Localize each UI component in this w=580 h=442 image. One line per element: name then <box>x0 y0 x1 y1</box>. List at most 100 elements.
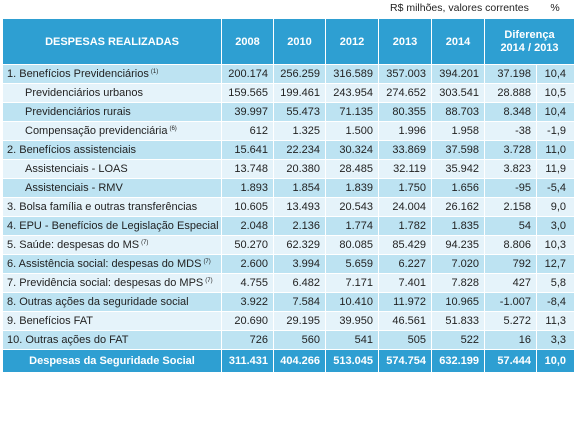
value-cell-2010: 55.473 <box>273 102 326 122</box>
table-row: Assistenciais - RMV 1.893 1.854 1.839 1.750 1… <box>2 178 575 198</box>
value-cell-2014: 1.958 <box>431 121 485 141</box>
value-cell-2010: 20.380 <box>273 159 326 179</box>
value-cell-2014: 7.828 <box>431 273 485 293</box>
value-cell-2008: 4.755 <box>221 273 274 293</box>
total-diff-percent: 10,0 <box>536 349 575 373</box>
diff-percent-cell: 10,4 <box>536 102 575 122</box>
value-cell-2010: 3.994 <box>273 254 326 274</box>
table-row: Previdenciários rurais 39.997 55.473 71.135… <box>2 102 575 122</box>
value-cell-2012: 243.954 <box>325 83 379 103</box>
value-cell-2012: 1.839 <box>325 178 379 198</box>
diff-percent-cell: -1,9 <box>536 121 575 141</box>
value-cell-2012: 7.171 <box>325 273 379 293</box>
value-cell-2010: 22.234 <box>273 140 326 160</box>
percent-label: % <box>550 2 560 14</box>
diff-percent-cell: 5,8 <box>536 273 575 293</box>
value-cell-2008: 10.605 <box>221 197 274 217</box>
value-cell-2012: 30.324 <box>325 140 379 160</box>
value-cell-2012: 20.543 <box>325 197 379 217</box>
diff-value-cell: 37.198 <box>484 64 537 84</box>
total-label: Despesas da Seguridade Social <box>2 349 222 373</box>
header-year-2013: 2013 <box>378 18 432 65</box>
footnote-marker: (6) <box>169 126 177 132</box>
table-row: Assistenciais - LOAS 13.748 20.380 28.485 32… <box>2 159 575 179</box>
row-label: Assistenciais - RMV <box>2 178 222 198</box>
row-label: Compensação previdenciária (6) <box>2 121 222 141</box>
header-year-2012: 2012 <box>325 18 379 65</box>
value-cell-2010: 256.259 <box>273 64 326 84</box>
value-cell-2013: 6.227 <box>378 254 432 274</box>
value-cell-2014: 303.541 <box>431 83 485 103</box>
diff-value-cell: 8.806 <box>484 235 537 255</box>
diff-value-cell: 5.272 <box>484 311 537 331</box>
table-row: 1. Benefícios Previdenciários (1) 200.174 2… <box>2 64 575 84</box>
row-label-text: 10. Outras ações do FAT <box>7 334 129 346</box>
value-cell-2013: 505 <box>378 330 432 350</box>
diff-value-cell: -1.007 <box>484 292 537 312</box>
table-row: Previdenciários urbanos 159.565 199.461 243… <box>2 83 575 103</box>
row-label: Assistenciais - LOAS <box>2 159 222 179</box>
row-label: 6. Assistência social: despesas do MDS (7… <box>2 254 222 274</box>
value-cell-2012: 80.085 <box>325 235 379 255</box>
row-label-text: 5. Saúde: despesas do MS <box>7 239 140 251</box>
row-label-text: 8. Outras ações da seguridade social <box>7 296 189 308</box>
value-cell-2010: 7.584 <box>273 292 326 312</box>
row-label: 9. Benefícios FAT <box>2 311 222 331</box>
diff-value-cell: 427 <box>484 273 537 293</box>
row-label: 3. Bolsa família e outras transferências <box>2 197 222 217</box>
diff-percent-cell: 11,0 <box>536 140 575 160</box>
diff-value-cell: 8.348 <box>484 102 537 122</box>
value-cell-2014: 51.833 <box>431 311 485 331</box>
value-cell-2010: 2.136 <box>273 216 326 236</box>
footnote-marker: (7) <box>141 240 149 246</box>
value-cell-2012: 39.950 <box>325 311 379 331</box>
value-cell-2013: 1.750 <box>378 178 432 198</box>
row-label: 1. Benefícios Previdenciários (1) <box>2 64 222 84</box>
value-cell-2013: 357.003 <box>378 64 432 84</box>
row-label-text: 2. Benefícios assistenciais <box>7 144 137 156</box>
diff-percent-cell: 12,7 <box>536 254 575 274</box>
value-cell-2013: 46.561 <box>378 311 432 331</box>
value-cell-2013: 274.652 <box>378 83 432 103</box>
value-cell-2008: 39.997 <box>221 102 274 122</box>
value-cell-2010: 560 <box>273 330 326 350</box>
diff-value-cell: 16 <box>484 330 537 350</box>
row-label: 7. Previdência social: despesas do MPS (7… <box>2 273 222 293</box>
value-cell-2008: 1.893 <box>221 178 274 198</box>
diff-percent-cell: 10,5 <box>536 83 575 103</box>
total-value-2013: 574.754 <box>378 349 432 373</box>
value-cell-2012: 541 <box>325 330 379 350</box>
value-cell-2008: 726 <box>221 330 274 350</box>
value-cell-2012: 5.659 <box>325 254 379 274</box>
header-year-2010: 2010 <box>273 18 326 65</box>
value-cell-2012: 28.485 <box>325 159 379 179</box>
row-label: 5. Saúde: despesas do MS (7) <box>2 235 222 255</box>
value-cell-2014: 37.598 <box>431 140 485 160</box>
footnote-marker: (1) <box>150 69 159 75</box>
total-value-2008: 311.431 <box>221 349 274 373</box>
value-cell-2008: 50.270 <box>221 235 274 255</box>
diff-percent-cell: 3,3 <box>536 330 575 350</box>
diff-percent-cell: -5,4 <box>536 178 575 198</box>
diff-value-cell: 28.888 <box>484 83 537 103</box>
value-cell-2008: 3.922 <box>221 292 274 312</box>
total-diff-value: 57.444 <box>484 349 537 373</box>
diff-value-cell: -38 <box>484 121 537 141</box>
value-cell-2008: 2.048 <box>221 216 274 236</box>
value-cell-2010: 199.461 <box>273 83 326 103</box>
value-cell-2008: 20.690 <box>221 311 274 331</box>
value-cell-2008: 2.600 <box>221 254 274 274</box>
row-label: 10. Outras ações do FAT <box>2 330 222 350</box>
value-cell-2014: 88.703 <box>431 102 485 122</box>
diff-value-cell: 3.728 <box>484 140 537 160</box>
row-label-text: Previdenciários urbanos <box>25 87 144 99</box>
row-label: 2. Benefícios assistenciais <box>2 140 222 160</box>
value-cell-2010: 1.854 <box>273 178 326 198</box>
header-year-2008: 2008 <box>221 18 274 65</box>
diff-value-cell: 792 <box>484 254 537 274</box>
units-label: R$ milhões, valores correntes <box>390 2 529 14</box>
total-value-2010: 404.266 <box>273 349 326 373</box>
value-cell-2008: 612 <box>221 121 274 141</box>
table-row: 7. Previdência social: despesas do MPS (7… <box>2 273 575 293</box>
